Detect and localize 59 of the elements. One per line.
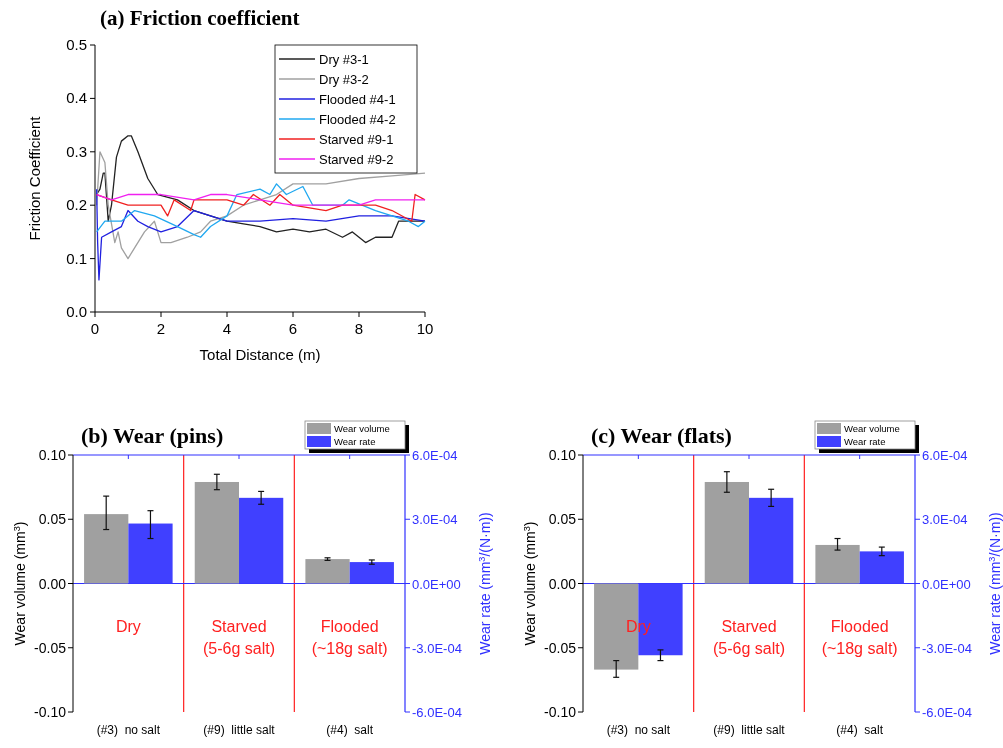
y-tick-label: -0.05 bbox=[34, 639, 67, 656]
y-tick-label: 0.10 bbox=[38, 447, 67, 463]
annotation: Flooded (~18g salt) bbox=[311, 618, 388, 658]
legend-label: Wear rate bbox=[844, 436, 886, 447]
y-axis-title: Friction Coefficient bbox=[26, 115, 43, 241]
y-tick-label: -0.10 bbox=[34, 704, 67, 720]
annotation: Flooded (~18g salt) bbox=[821, 618, 898, 658]
y2-tick-label: -3.0E-04 bbox=[922, 640, 972, 656]
legend-label: Starved #9-2 bbox=[319, 152, 394, 167]
x-tick-label: 0 bbox=[90, 320, 100, 337]
legend-label: Wear volume bbox=[844, 423, 900, 434]
y2-tick-label: 3.0E-04 bbox=[922, 512, 968, 528]
y2-tick-label: -6.0E-04 bbox=[412, 705, 462, 720]
x-tick-label: 4 bbox=[222, 320, 232, 337]
legend-label: Dry #3-1 bbox=[319, 52, 369, 67]
x-tick-label: 10 bbox=[416, 320, 434, 337]
y-tick-label: 0.4 bbox=[66, 89, 87, 107]
legend-label: Flooded #4-2 bbox=[319, 112, 396, 127]
chart-title: (a) Friction coefficient bbox=[100, 6, 300, 30]
x-tick-label: 6 bbox=[288, 320, 298, 337]
annotation: Dry bbox=[625, 618, 651, 636]
legend-label: Dry #3-2 bbox=[319, 72, 369, 87]
legend-label: Flooded #4-1 bbox=[319, 92, 396, 107]
y2-tick-label: 0.0E+00 bbox=[922, 576, 971, 592]
y-tick-label: 0.1 bbox=[66, 249, 87, 267]
y-tick-label: 0.05 bbox=[548, 511, 577, 528]
x-axis-title: Total Distance (m) bbox=[199, 346, 321, 363]
legend-label: Starved #9-1 bbox=[319, 132, 394, 147]
x-tick-label: (#3) no salt bbox=[96, 723, 161, 737]
annotation: Dry bbox=[115, 618, 141, 636]
y-tick-label: 0.05 bbox=[38, 511, 67, 528]
y-tick-label: 0.10 bbox=[548, 447, 577, 463]
y-tick-label: 0.5 bbox=[66, 36, 87, 53]
y2-tick-label: -6.0E-04 bbox=[922, 705, 972, 720]
x-tick-label: (#9) little salt bbox=[713, 723, 786, 737]
y2-tick-label: 6.0E-04 bbox=[922, 448, 968, 463]
x-tick-label: 2 bbox=[156, 320, 166, 337]
y-tick-label: 0.00 bbox=[38, 575, 67, 592]
x-tick-label: (#9) little salt bbox=[203, 723, 276, 737]
annotation: Starved (5-6g salt) bbox=[202, 618, 276, 658]
x-tick-label: 8 bbox=[354, 320, 364, 337]
chart-title: (b) Wear (pins) bbox=[81, 423, 224, 448]
y-tick-label: 0.2 bbox=[66, 196, 87, 214]
x-tick-label: (#3) no salt bbox=[606, 723, 671, 737]
y-tick-label: 0.00 bbox=[548, 575, 577, 592]
y2-tick-label: 6.0E-04 bbox=[412, 448, 458, 463]
legend-label: Wear rate bbox=[334, 436, 376, 447]
y2-tick-label: 3.0E-04 bbox=[412, 512, 458, 528]
y2-tick-label: 0.0E+00 bbox=[412, 576, 461, 592]
chart-title: (c) Wear (flats) bbox=[591, 423, 732, 448]
x-tick-label: (#4) salt bbox=[836, 723, 884, 737]
y2-tick-label: -3.0E-04 bbox=[412, 640, 462, 656]
x-tick-label: (#4) salt bbox=[326, 723, 374, 737]
annotation: Starved (5-6g salt) bbox=[712, 618, 786, 658]
y-tick-label: -0.05 bbox=[544, 639, 577, 656]
y-tick-label: -0.10 bbox=[544, 704, 577, 720]
y-tick-label: 0.3 bbox=[66, 142, 87, 160]
y-tick-label: 0.0 bbox=[66, 303, 87, 320]
legend-label: Wear volume bbox=[334, 423, 390, 434]
